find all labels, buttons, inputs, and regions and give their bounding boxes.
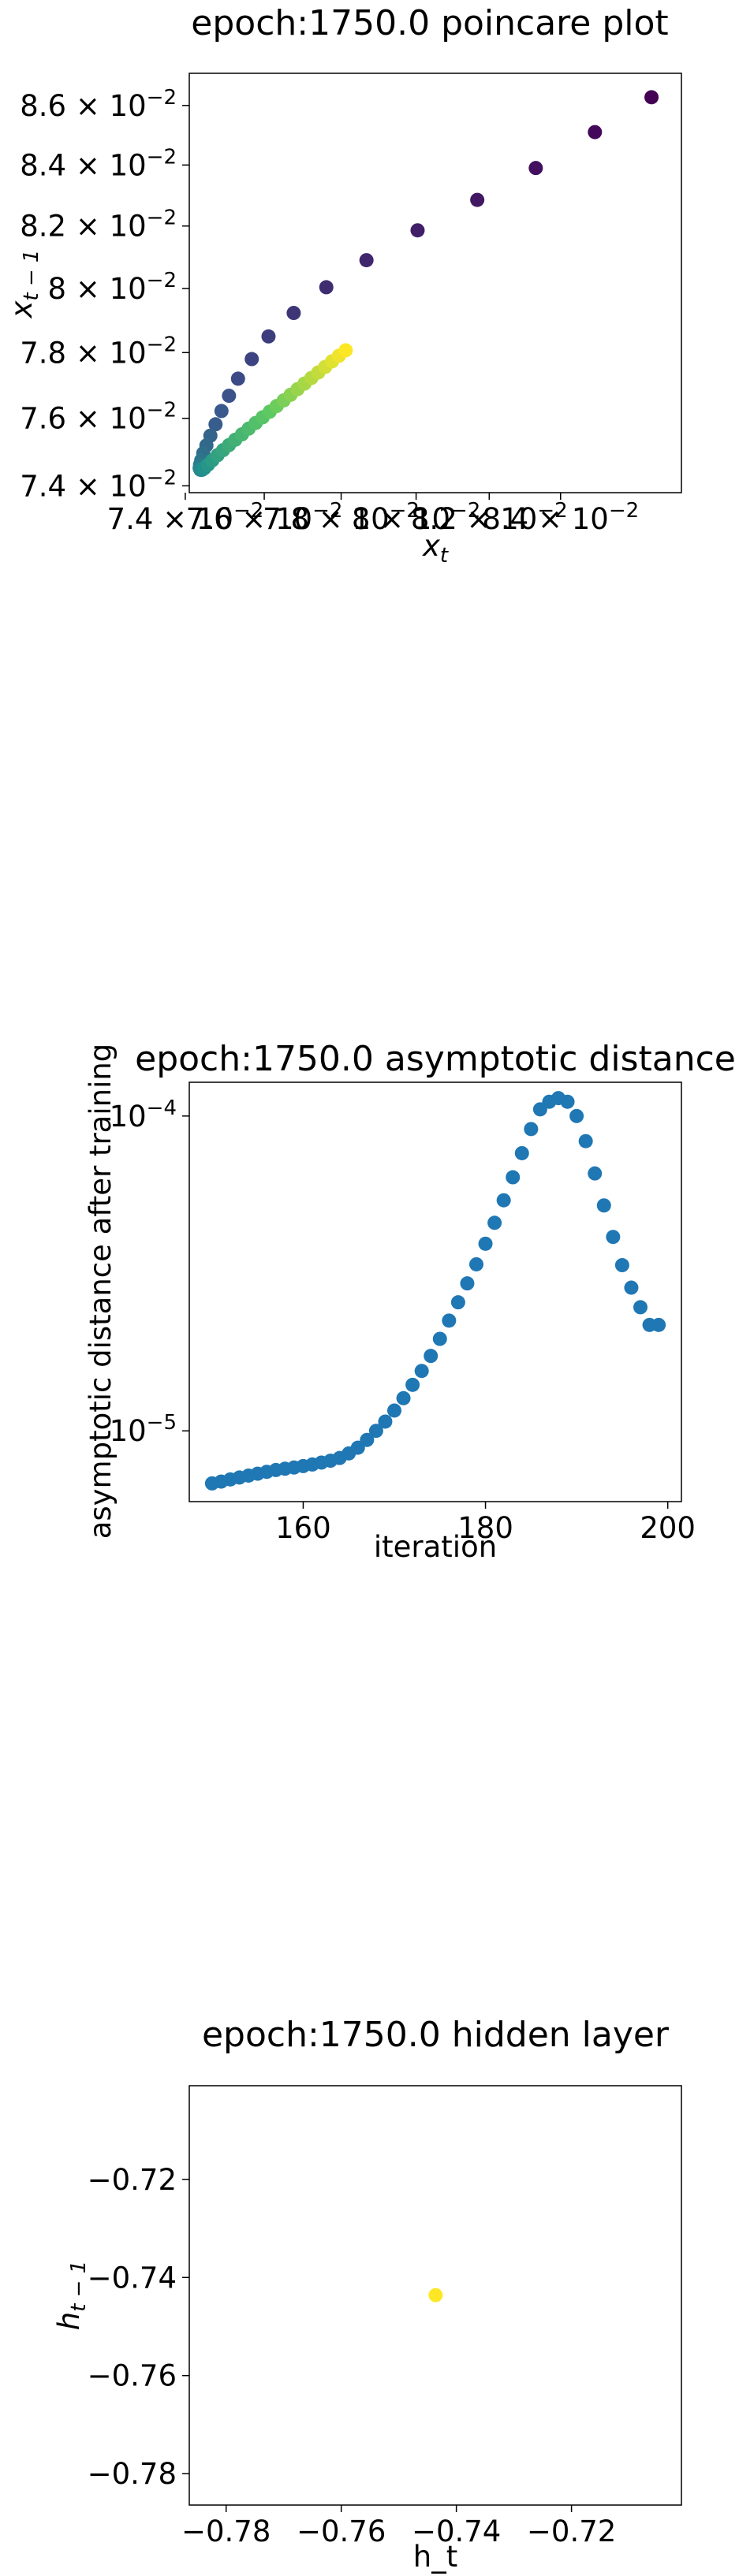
data-point — [528, 161, 543, 176]
distance-panel: epoch:1750.0 asymptotic distance 160 180 2… — [84, 1039, 736, 1564]
y-tick-label: −0.72 — [88, 2163, 177, 2197]
hidden-layer-x-ticks: −0.78 −0.76 −0.74 −0.72 — [181, 2505, 616, 2548]
data-point — [644, 90, 659, 105]
data-point — [460, 1276, 475, 1291]
data-point — [319, 280, 334, 295]
distance-y-label: asymptotic distance after training — [84, 1044, 118, 1539]
data-point — [442, 1313, 457, 1328]
data-point — [506, 1170, 521, 1185]
data-point — [578, 1134, 593, 1148]
x-tick-label: 7.6 × 10−2 — [186, 499, 343, 536]
data-point — [360, 1432, 375, 1447]
data-point — [410, 223, 425, 238]
data-point — [261, 329, 276, 344]
data-point — [405, 1377, 420, 1392]
y-tick-label: 8 × 10−2 — [48, 269, 177, 306]
x-tick-label: 8.2 × 10−2 — [411, 499, 568, 536]
data-point — [432, 1331, 447, 1346]
data-point — [633, 1300, 648, 1315]
data-point — [478, 1236, 493, 1251]
data-point — [214, 404, 229, 419]
data-point — [560, 1094, 575, 1109]
data-point — [524, 1122, 539, 1137]
distance-y-ticks: 10−5 10−4 — [110, 1096, 189, 1448]
x-tick-label: 7.8 × 10−2 — [263, 499, 420, 536]
data-point — [222, 389, 237, 404]
data-point — [487, 1215, 502, 1230]
x-tick-label: −0.76 — [297, 2515, 386, 2548]
y-tick-label: 8.6 × 10−2 — [20, 86, 177, 123]
y-tick-label: 8.2 × 10−2 — [20, 207, 177, 244]
y-tick-label: 10−4 — [110, 1096, 177, 1134]
data-point — [606, 1230, 621, 1245]
data-point — [378, 1414, 393, 1429]
hidden-layer-x-label: h_t — [413, 2540, 457, 2574]
hidden-layer-y-label: ht − 1 — [52, 2261, 91, 2331]
poincare-panel: epoch:1750.0 poincare plot 7.4 × 10−27.6… — [5, 3, 682, 568]
x-tick-label: 160 — [275, 1511, 331, 1545]
data-point — [286, 306, 301, 321]
distance-plot-area — [188, 1081, 682, 1502]
distance-title: epoch:1750.0 asymptotic distance — [135, 1039, 736, 1079]
data-point — [387, 1403, 401, 1418]
data-point — [396, 1390, 411, 1405]
hidden-layer-panel: epoch:1750.0 hidden layer −0.78 −0.76 −0.7… — [52, 2015, 682, 2574]
x-tick-label: 8 × 10−2 — [352, 499, 480, 536]
data-point — [244, 352, 259, 367]
poincare-x-label: xt — [422, 529, 449, 568]
poincare-y-ticks: 7.4 × 10−2 7.6 × 10−2 7.8 × 10−2 8 × 10−2 8.… — [20, 86, 189, 503]
hidden-layer-points — [428, 2288, 443, 2302]
data-point — [470, 192, 485, 207]
data-point — [651, 1317, 666, 1332]
distance-points — [204, 1091, 666, 1491]
y-tick-label: −0.74 — [88, 2261, 177, 2295]
x-tick-label: −0.78 — [181, 2515, 271, 2548]
data-point — [428, 2288, 443, 2302]
data-point — [588, 125, 603, 140]
data-point — [596, 1198, 611, 1213]
data-point — [208, 417, 223, 432]
data-point — [450, 1295, 465, 1310]
data-point — [496, 1193, 511, 1208]
poincare-points — [192, 90, 659, 477]
poincare-x-ticks: 7.4 × 10−27.6 × 10−27.8 × 10−28 × 10−28.… — [107, 493, 639, 536]
hidden-layer-plot-area — [188, 2085, 682, 2506]
data-point — [469, 1256, 483, 1271]
y-tick-label: 7.6 × 10−2 — [20, 399, 177, 436]
y-tick-label: 7.4 × 10−2 — [20, 466, 177, 503]
x-tick-label: 8.4 × 10−2 — [482, 499, 639, 536]
y-tick-label: 8.4 × 10−2 — [20, 145, 177, 182]
data-point — [588, 1166, 603, 1181]
data-point — [414, 1364, 429, 1379]
x-tick-label: −0.74 — [412, 2515, 501, 2548]
data-point — [514, 1145, 529, 1160]
data-point — [569, 1108, 584, 1123]
x-tick-label: 7.4 × 10−2 — [107, 499, 264, 536]
y-tick-label: 10−5 — [110, 1411, 177, 1448]
hidden-layer-title: epoch:1750.0 hidden layer — [202, 2015, 670, 2055]
x-tick-label: 200 — [640, 1511, 696, 1545]
data-point — [368, 1424, 383, 1439]
data-point — [624, 1280, 639, 1295]
hidden-layer-y-ticks: −0.78 −0.76 −0.74 −0.72 — [88, 2163, 189, 2491]
poincare-plot-area — [188, 73, 682, 493]
y-tick-label: 7.8 × 10−2 — [20, 333, 177, 370]
data-point — [614, 1258, 629, 1273]
data-point — [424, 1349, 439, 1364]
data-point — [359, 253, 374, 268]
distance-x-label: iteration — [374, 1530, 497, 1564]
x-tick-label: 180 — [457, 1511, 513, 1545]
y-tick-label: −0.76 — [88, 2359, 177, 2393]
data-point — [230, 371, 245, 386]
distance-x-ticks: 160 180 200 — [275, 1502, 696, 1545]
x-tick-label: −0.72 — [527, 2515, 616, 2548]
poincare-y-label: xt − 1 — [5, 250, 43, 319]
data-point — [338, 343, 353, 358]
poincare-title: epoch:1750.0 poincare plot — [191, 3, 668, 43]
y-tick-label: −0.78 — [88, 2457, 177, 2491]
